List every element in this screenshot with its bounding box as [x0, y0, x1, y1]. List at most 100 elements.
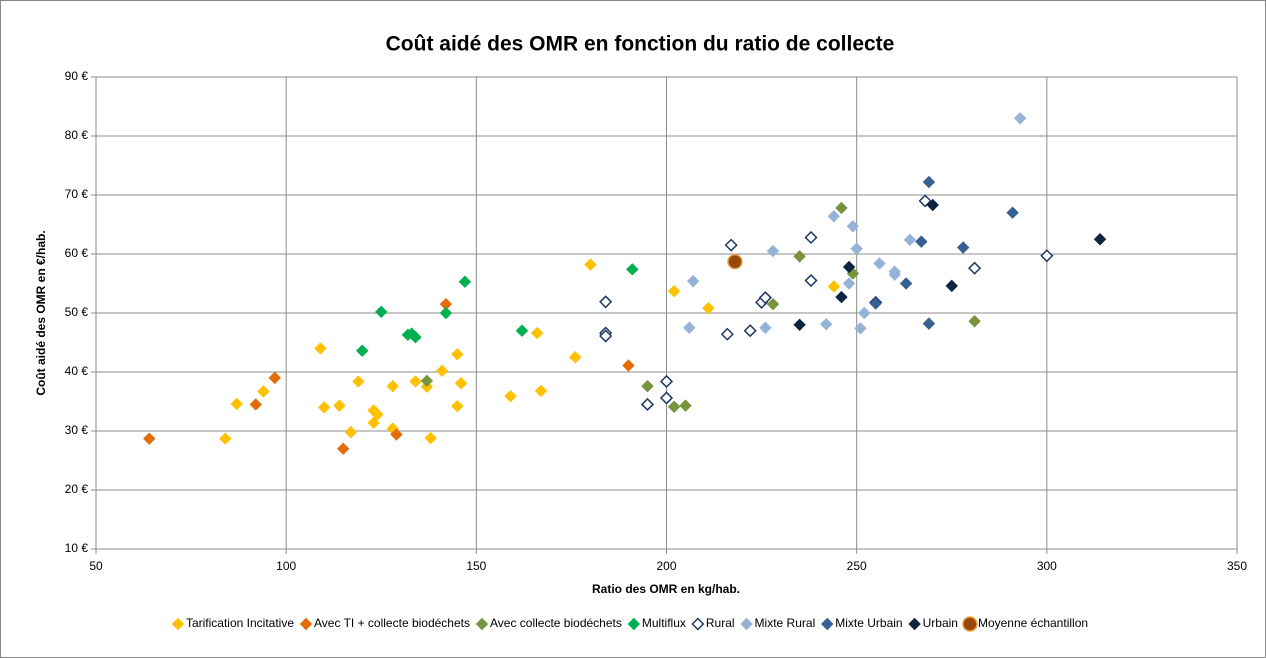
- point: [439, 306, 453, 320]
- legend-marker: [691, 617, 705, 631]
- point: [922, 175, 936, 189]
- point: [945, 279, 958, 293]
- legend-marker: [740, 617, 753, 631]
- point: [451, 400, 464, 413]
- y-tick-label: 50 €: [65, 305, 89, 319]
- y-tick-label: 80 €: [65, 128, 89, 142]
- point: [968, 315, 981, 328]
- y-tick-label: 20 €: [65, 482, 89, 496]
- point: [804, 273, 818, 288]
- point: [515, 324, 529, 337]
- point: [869, 297, 882, 310]
- point: [409, 330, 422, 344]
- point: [424, 431, 437, 445]
- point: [888, 268, 901, 281]
- y-tick-label: 60 €: [65, 246, 89, 260]
- point: [333, 399, 346, 412]
- point: [686, 274, 700, 288]
- legend-label: Avec collecte biodéchets: [490, 616, 622, 630]
- point: [956, 241, 970, 254]
- point: [683, 321, 696, 334]
- point: [451, 348, 464, 361]
- y-tick-label: 40 €: [65, 364, 89, 378]
- point: [758, 291, 772, 305]
- point: [420, 374, 434, 388]
- x-axis-label: Ratio des OMR en kg/hab.: [592, 582, 740, 596]
- point: [827, 280, 841, 293]
- legend: Tarification Incitative Avec TI + collect…: [171, 616, 1088, 632]
- point: [622, 359, 635, 372]
- point: [743, 324, 757, 338]
- point: [143, 432, 156, 445]
- point: [1093, 233, 1107, 246]
- point: [367, 416, 380, 429]
- point: [386, 379, 399, 393]
- chart-title: Coût aidé des OMR en fonction du ratio d…: [386, 33, 895, 56]
- point: [854, 322, 867, 335]
- point: [371, 408, 384, 421]
- legend-label: Mixte Rural: [755, 616, 816, 630]
- legend-marker: [627, 617, 641, 631]
- point: [835, 201, 848, 215]
- point: [766, 297, 780, 311]
- point: [918, 194, 932, 208]
- point: [317, 401, 331, 414]
- point: [268, 371, 281, 385]
- point: [793, 250, 806, 263]
- point: [820, 318, 833, 331]
- legend-marker: [475, 617, 489, 631]
- point: [375, 305, 388, 319]
- x-tick-label: 250: [847, 559, 867, 573]
- point: [727, 253, 743, 270]
- y-tick-label: 90 €: [65, 69, 89, 83]
- x-tick-label: 50: [89, 559, 103, 573]
- point: [504, 389, 517, 403]
- legend-label: Urbain: [923, 616, 958, 630]
- point: [659, 391, 674, 405]
- point: [641, 379, 654, 393]
- legend-marker: [171, 617, 185, 631]
- point: [766, 244, 780, 258]
- legend-label: Avec TI + collecte biodéchets: [314, 616, 470, 630]
- point: [926, 198, 939, 212]
- point: [804, 230, 818, 245]
- y-tick-label: 30 €: [65, 423, 89, 437]
- legend-marker: [299, 617, 313, 631]
- x-tick-label: 350: [1227, 559, 1247, 573]
- point: [842, 260, 856, 274]
- x-tick-label: 300: [1037, 559, 1057, 573]
- legend-label: Rural: [706, 616, 735, 630]
- legend-label: Tarification Incitative: [186, 616, 294, 630]
- point: [915, 235, 928, 248]
- legend-marker: [962, 616, 978, 632]
- point: [1006, 206, 1019, 219]
- point: [344, 425, 358, 439]
- point: [356, 344, 369, 357]
- point: [584, 258, 597, 271]
- point: [667, 400, 681, 414]
- y-axis-label: Coût aidé des OMR en €/hab.: [34, 230, 48, 395]
- legend-marker: [821, 617, 834, 631]
- point: [679, 399, 692, 412]
- point: [968, 261, 982, 275]
- point: [409, 375, 422, 388]
- x-tick-label: 100: [276, 559, 296, 573]
- point: [314, 342, 327, 355]
- point: [599, 295, 613, 309]
- point: [827, 210, 841, 223]
- point: [659, 374, 674, 389]
- point: [435, 364, 449, 378]
- point: [1040, 249, 1054, 263]
- point: [846, 220, 860, 233]
- x-tick-label: 200: [656, 559, 676, 573]
- legend-label: Moyenne échantillon: [978, 616, 1088, 630]
- point: [667, 284, 681, 298]
- point: [454, 377, 468, 390]
- point: [534, 384, 548, 398]
- point: [530, 326, 544, 340]
- point: [793, 318, 806, 332]
- point: [230, 397, 243, 411]
- point: [337, 442, 350, 455]
- point: [903, 233, 917, 247]
